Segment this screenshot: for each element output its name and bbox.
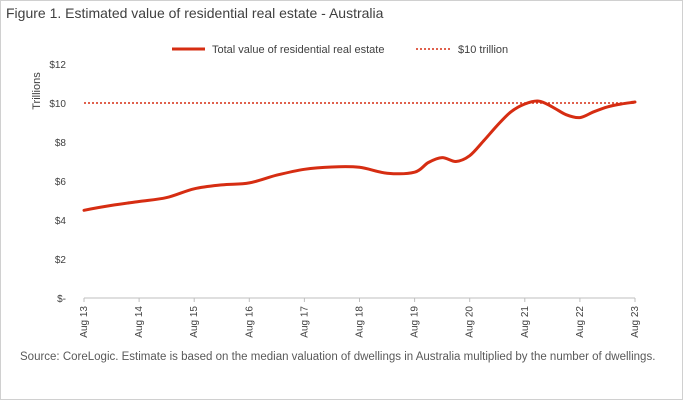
x-tick-label: Aug 15 bbox=[189, 306, 200, 338]
x-tick-label: Aug 14 bbox=[134, 306, 145, 338]
legend-label-10-trillion: $10 trillion bbox=[458, 44, 508, 56]
x-tick-label: Aug 22 bbox=[575, 306, 586, 338]
x-tick-label: Aug 18 bbox=[355, 306, 366, 338]
y-tick-label: $6 bbox=[55, 177, 67, 188]
y-tick-label: $10 bbox=[49, 99, 66, 110]
y-tick-label: $- bbox=[57, 294, 66, 305]
axes: $- $2 $4 $6 $8 $10 $12 Trillions Aug 13 Aug 14 Aug… bbox=[31, 60, 641, 338]
x-tick-label: Aug 23 bbox=[630, 306, 641, 338]
x-tick-label: Aug 21 bbox=[520, 306, 531, 338]
x-tick-label: Aug 20 bbox=[465, 306, 476, 338]
x-tick-label: Aug 16 bbox=[244, 306, 255, 338]
chart-title: Figure 1. Estimated value of residential… bbox=[6, 5, 384, 21]
y-tick-label: $12 bbox=[49, 60, 66, 71]
source-note: Source: CoreLogic. Estimate is based on … bbox=[20, 351, 656, 363]
x-tick-label: Aug 13 bbox=[79, 306, 90, 338]
y-tick-label: $8 bbox=[55, 138, 67, 149]
legend: Total value of residential real estate $1… bbox=[172, 44, 508, 56]
y-axis-title: Trillions bbox=[31, 72, 43, 110]
y-tick-label: $2 bbox=[55, 255, 67, 266]
y-tick-label: $4 bbox=[55, 216, 67, 227]
series-line-total-value bbox=[82, 99, 637, 212]
legend-label-total-value: Total value of residential real estate bbox=[212, 44, 384, 56]
plot-area bbox=[82, 99, 637, 212]
x-tick-label: Aug 19 bbox=[410, 306, 421, 338]
x-tick-label: Aug 17 bbox=[299, 306, 310, 338]
